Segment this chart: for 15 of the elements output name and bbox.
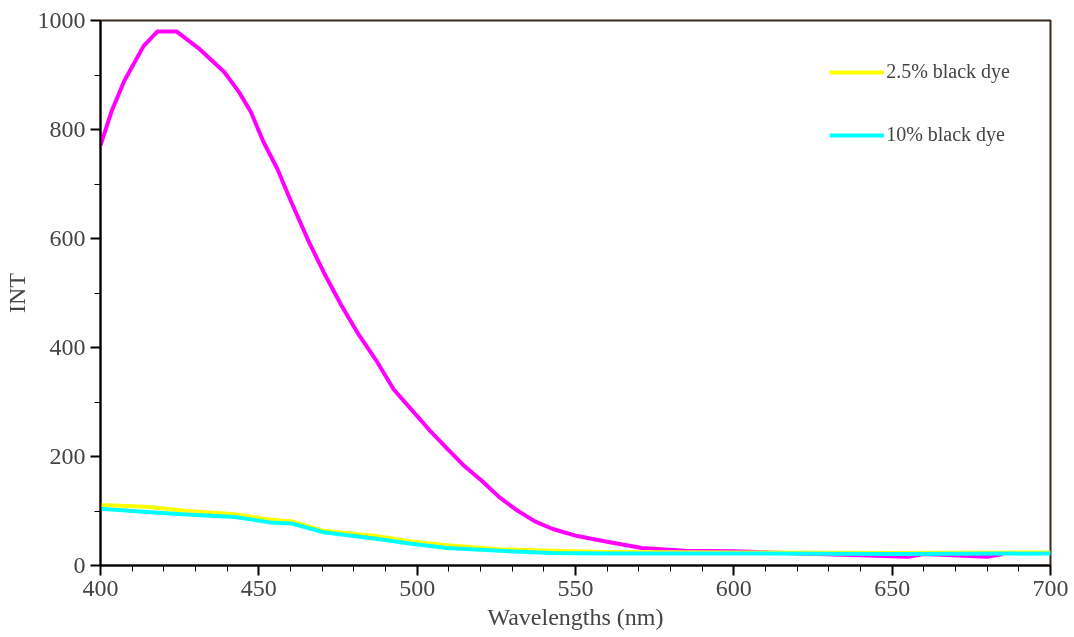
legend-label: 2.5% black dye [886, 60, 1010, 83]
x-axis-title: Wavelengths (nm) [487, 603, 664, 630]
x-tick-label: 600 [715, 574, 752, 601]
x-tick-label: 450 [240, 574, 277, 601]
y-tick-label: 600 [49, 225, 86, 251]
y-tick-label: 400 [49, 334, 86, 360]
x-tick-label: 500 [399, 574, 436, 601]
x-tick-label: 700 [1032, 574, 1069, 601]
y-tick-label: 200 [49, 443, 86, 469]
y-axis-title: INT [3, 272, 30, 313]
x-tick-label: 650 [874, 574, 911, 601]
y-tick-label: 1000 [37, 7, 86, 33]
y-tick-label: 800 [49, 116, 86, 142]
legend-label: 10% black dye [886, 123, 1005, 146]
x-tick-label: 550 [557, 574, 594, 601]
